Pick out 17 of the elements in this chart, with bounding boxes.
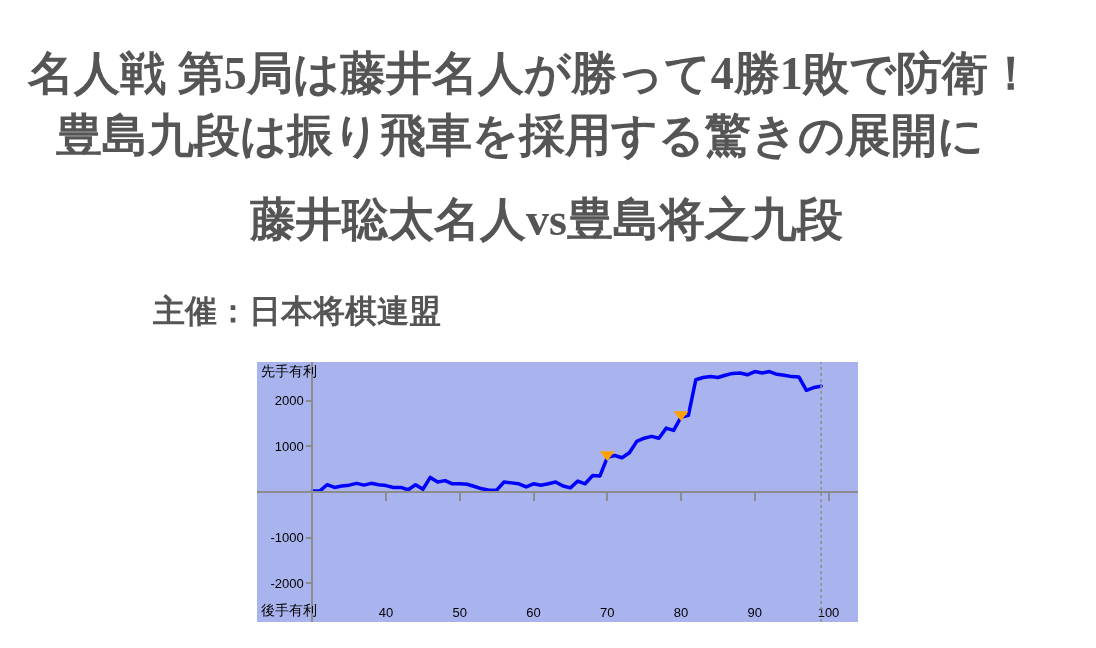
y-tick-label: -2000 — [270, 575, 304, 591]
x-tick-label: 40 — [378, 604, 394, 620]
x-tick-label: 70 — [600, 604, 615, 620]
chart-title: 名人戦 第5局は藤井名人が勝って4勝1敗で防衛！ — [27, 48, 1034, 100]
x-tick-label: 100 — [817, 604, 840, 620]
x-tick-label: 50 — [452, 604, 468, 620]
chart-subtitle: 豊島九段は振り飛車を採用する驚きの展開に — [56, 110, 984, 161]
y-tick-label: 2000 — [274, 393, 304, 409]
x-tick-label: 60 — [526, 604, 541, 620]
x-tick-label: 90 — [747, 604, 762, 620]
text: 藤井聡太名人vs豊島将之九段 — [249, 194, 843, 245]
x-tick-label: 80 — [673, 604, 689, 620]
y-tick-label: 1000 — [274, 438, 304, 454]
annotation: 先手有利 — [261, 363, 317, 379]
annotation: 後手有利 — [261, 602, 317, 618]
text: 主催：日本将棋連盟 — [152, 293, 441, 329]
y-tick-label: -1000 — [270, 530, 304, 546]
